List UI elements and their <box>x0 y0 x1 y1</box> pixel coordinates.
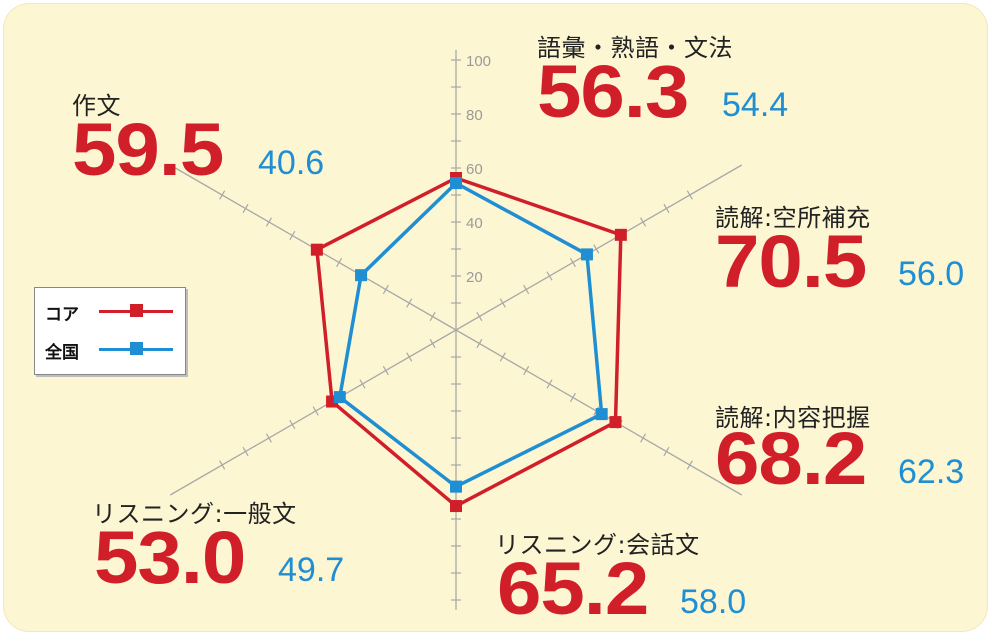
core-value-composition: 59.5 <box>72 108 224 191</box>
radar-tick-mark <box>219 190 226 200</box>
axis-label-reading-content: 読解:内容把握 <box>715 404 871 432</box>
radar-tick-mark <box>686 460 693 470</box>
legend-item-core: コア <box>45 296 181 326</box>
radar-tick-mark <box>523 365 530 376</box>
radar-tick-mark <box>640 433 647 443</box>
radar-tick-label-40: 40 <box>466 215 483 232</box>
radar-tick-mark <box>406 352 413 362</box>
radar-tick-mark <box>499 298 506 308</box>
radar-series <box>310 171 627 513</box>
national-point-1 <box>580 248 593 261</box>
axis-label-reading-fill: 読解:空所補充 <box>715 204 871 232</box>
radar-axis-4 <box>169 329 457 496</box>
radar-tick-mark <box>242 203 249 214</box>
chart-legend: コア 全国 <box>34 287 186 375</box>
core-value-reading-content: 68.2 <box>715 417 867 500</box>
legend-square-marker-national <box>130 342 143 355</box>
radar-tick-mark <box>569 257 576 268</box>
radar-tick-mark <box>499 352 506 362</box>
legend-label-national: 全国 <box>45 343 79 363</box>
radar-tick-mark <box>429 338 436 349</box>
radar-axis-1 <box>455 164 743 331</box>
national-value-reading-content: 62.3 <box>898 453 965 491</box>
legend-item-national: 全国 <box>45 334 181 364</box>
radar-tick-mark <box>382 365 389 376</box>
national-point-4 <box>333 391 346 404</box>
national-value-composition: 40.6 <box>258 144 325 182</box>
core-point-1 <box>614 228 627 241</box>
radar-tick-mark <box>382 284 389 295</box>
core-value-listening-general: 53.0 <box>94 516 246 599</box>
radar-tick-label-100: 100 <box>466 53 491 70</box>
radar-tick-mark <box>242 446 249 457</box>
radar-tick-mark <box>569 392 576 403</box>
axis-label-vocabulary: 語彙・熟語・文法 <box>537 34 733 62</box>
axis-label-listening-general: リスニング:一般文 <box>92 500 297 528</box>
national-point-0 <box>450 177 462 190</box>
core-value-reading-fill: 70.5 <box>715 220 867 303</box>
radar-tick-mark <box>523 284 530 295</box>
core-value-vocabulary: 56.3 <box>537 50 689 133</box>
radar-tick-mark <box>289 230 296 241</box>
core-point-2 <box>609 416 622 429</box>
radar-tick-mark <box>406 298 413 308</box>
core-point-5 <box>310 243 323 256</box>
radar-tick-mark <box>663 203 670 214</box>
radar-axes <box>169 50 743 610</box>
radar-tick-mark <box>429 311 436 322</box>
core-point-3 <box>450 500 462 513</box>
national-value-listening-general: 49.7 <box>278 551 345 589</box>
core-value-listening-conversation: 65.2 <box>497 547 649 630</box>
radar-tick-mark <box>359 379 366 389</box>
radar-tick-label-80: 80 <box>466 107 483 124</box>
axis-label-listening-conversation: リスニング:会話文 <box>495 531 700 559</box>
legend-square-marker-core <box>130 304 143 317</box>
national-point-3 <box>450 480 462 493</box>
national-value-listening-conversation: 58.0 <box>680 583 747 621</box>
radar-tick-mark <box>546 271 553 281</box>
legend-label-core: コア <box>45 305 79 325</box>
radar-tick-mark <box>219 460 226 470</box>
radar-tick-mark <box>312 406 319 416</box>
radar-tick-labels: 20 40 60 80 100 <box>466 53 491 286</box>
radar-tick-mark <box>640 217 647 227</box>
radar-tick-mark <box>265 217 272 227</box>
axis-label-composition: 作文 <box>72 92 121 120</box>
radar-tick-mark <box>336 257 343 268</box>
national-value-reading-fill: 56.0 <box>898 255 965 293</box>
national-point-5 <box>355 269 368 282</box>
radar-tick-mark <box>289 419 296 430</box>
radar-tick-mark <box>593 244 600 254</box>
national-point-2 <box>595 408 608 421</box>
national-value-vocabulary: 54.4 <box>722 86 789 124</box>
radar-tick-mark <box>476 311 483 322</box>
radar-tick-mark <box>546 379 553 389</box>
radar-tick-mark <box>663 446 670 457</box>
radar-tick-mark <box>686 190 693 200</box>
radar-tick-label-20: 20 <box>466 269 483 286</box>
radar-tick-mark <box>265 433 272 443</box>
radar-tick-label-60: 60 <box>466 161 483 178</box>
radar-tick-mark <box>476 338 483 349</box>
